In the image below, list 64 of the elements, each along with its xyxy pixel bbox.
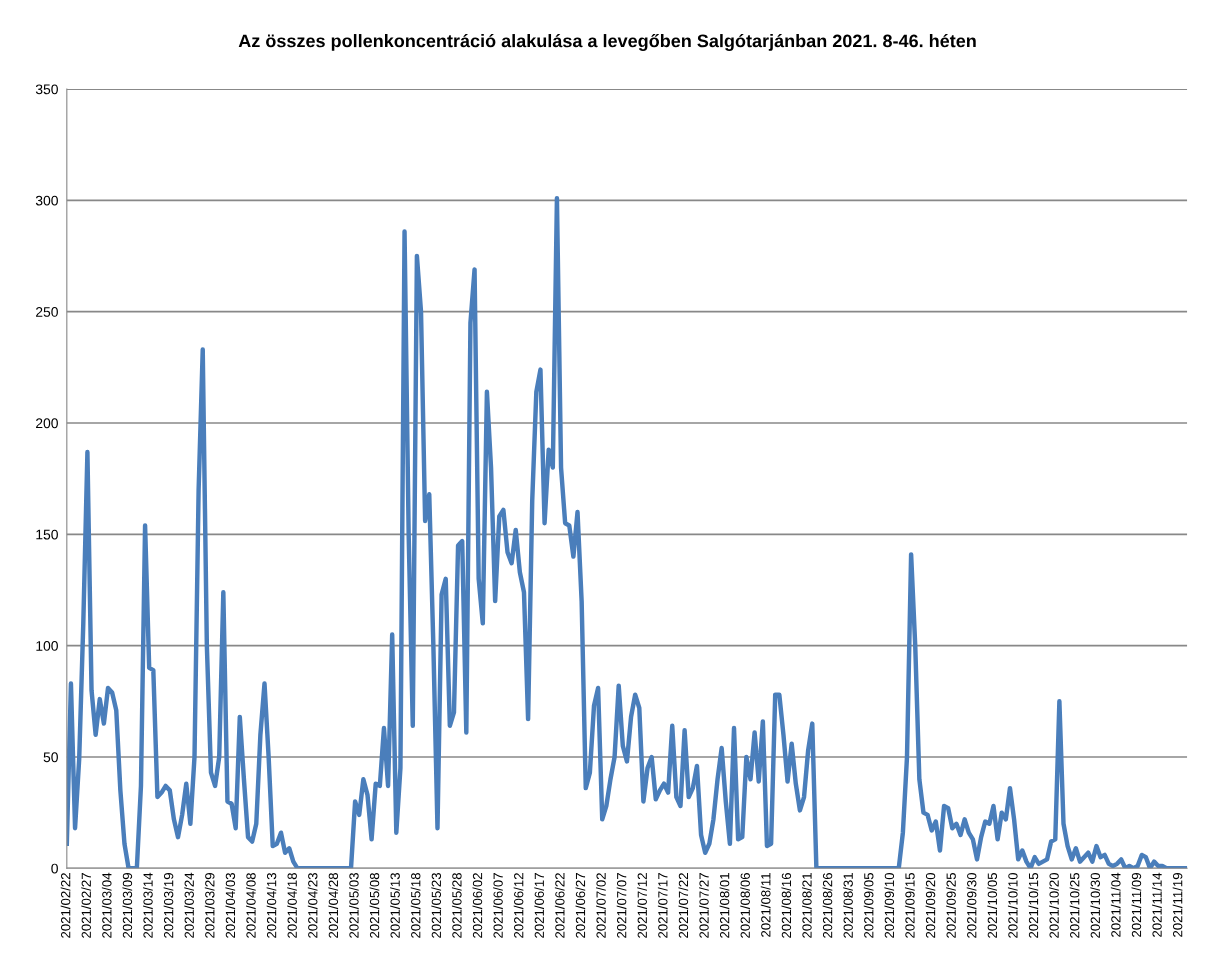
x-tick-label: 2021/09/10 bbox=[884, 872, 895, 938]
x-tick-label: 2021/03/09 bbox=[122, 873, 133, 938]
x-tick-label: 2021/06/27 bbox=[575, 873, 586, 938]
x-tick-label: 2021/04/28 bbox=[328, 873, 339, 938]
y-tick-label: 150 bbox=[36, 529, 58, 540]
y-tick-label: 100 bbox=[36, 640, 58, 651]
x-tick-label: 2021/08/06 bbox=[740, 873, 750, 938]
x-tick-label: 2021/08/11 bbox=[760, 873, 771, 937]
x-tick-label: 2021/06/22 bbox=[554, 873, 565, 938]
x-tick-label: 2021/07/27 bbox=[699, 873, 709, 938]
x-tick-label: 2021/06/17 bbox=[534, 873, 544, 938]
x-tick-label: 2021/11/04 bbox=[1110, 872, 1121, 937]
x-tick-label: 2021/10/15 bbox=[1028, 873, 1039, 938]
y-tick-label: 250 bbox=[36, 307, 58, 317]
x-tick-label: 2021/03/04 bbox=[101, 872, 112, 938]
x-tick-label: 2021/08/16 bbox=[781, 873, 792, 938]
x-tick-label: 2021/10/30 bbox=[1090, 872, 1100, 938]
x-tick-label: 2021/08/21 bbox=[802, 873, 812, 938]
y-tick-label: 0 bbox=[51, 863, 58, 874]
x-tick-label: 2021/05/28 bbox=[451, 873, 462, 938]
x-tick-label: 2021/05/23 bbox=[431, 873, 442, 938]
x-tick-label: 2021/09/25 bbox=[946, 873, 956, 938]
x-tick-label: 2021/04/18 bbox=[287, 873, 297, 938]
x-tick-label: 2021/04/03 bbox=[225, 873, 236, 938]
x-tick-label: 2021/08/01 bbox=[719, 873, 730, 938]
x-tick-label: 2021/11/14 bbox=[1152, 872, 1162, 937]
x-tick-label: 2021/04/13 bbox=[266, 873, 277, 938]
x-tick-label: 2021/03/19 bbox=[163, 873, 174, 938]
x-tick-label: 2021/08/31 bbox=[843, 873, 853, 938]
x-tick-label: 2021/11/09 bbox=[1131, 873, 1142, 937]
x-tick-label: 2021/10/20 bbox=[1049, 872, 1059, 938]
x-tick-label: 2021/09/20 bbox=[925, 872, 936, 938]
x-tick-label: 2021/09/05 bbox=[863, 873, 874, 938]
x-tick-label: 2021/04/23 bbox=[307, 873, 318, 938]
x-tick-label: 2021/06/12 bbox=[513, 873, 524, 938]
x-tick-label: 2021/08/26 bbox=[822, 873, 833, 938]
y-tick-label: 200 bbox=[36, 418, 58, 429]
chart-title: Az összes pollenkoncentráció alakulása a levegőben Salgótarjánban 2021. 8-46. héten bbox=[238, 33, 976, 51]
x-tick-label: 2021/09/15 bbox=[904, 873, 915, 938]
x-tick-label: 2021/09/30 bbox=[966, 872, 977, 938]
x-tick-label: 2021/03/14 bbox=[143, 872, 153, 938]
x-tick-label: 2021/02/27 bbox=[81, 873, 91, 938]
y-tick-label: 300 bbox=[35, 195, 58, 206]
x-tick-label: 2021/05/08 bbox=[369, 873, 380, 938]
x-tick-label: 2021/02/22 bbox=[60, 873, 71, 938]
x-tick-label: 2021/03/24 bbox=[184, 872, 194, 938]
x-tick-label: 2021/10/10 bbox=[1007, 872, 1018, 938]
y-tick-label: 50 bbox=[43, 752, 58, 763]
x-tick-label: 2021/05/18 bbox=[410, 873, 421, 938]
x-tick-label: 2021/05/13 bbox=[390, 873, 400, 938]
x-tick-label: 2021/10/05 bbox=[987, 873, 998, 938]
x-tick-label: 2021/07/22 bbox=[678, 873, 689, 938]
y-tick-label: 350 bbox=[35, 84, 58, 95]
x-tick-label: 2021/07/12 bbox=[637, 873, 647, 938]
x-tick-label: 2021/04/08 bbox=[246, 873, 256, 938]
x-tick-label: 2021/11/19 bbox=[1172, 873, 1183, 937]
x-tick-label: 2021/05/03 bbox=[348, 873, 359, 938]
x-tick-label: 2021/06/02 bbox=[472, 873, 483, 938]
x-tick-label: 2021/06/07 bbox=[493, 873, 503, 938]
x-tick-label: 2021/10/25 bbox=[1069, 873, 1080, 938]
x-tick-label: 2021/07/07 bbox=[616, 873, 627, 938]
x-tick-label: 2021/07/17 bbox=[657, 873, 668, 938]
x-tick-label: 2021/03/29 bbox=[204, 873, 215, 938]
x-tick-label: 2021/07/02 bbox=[596, 873, 606, 938]
